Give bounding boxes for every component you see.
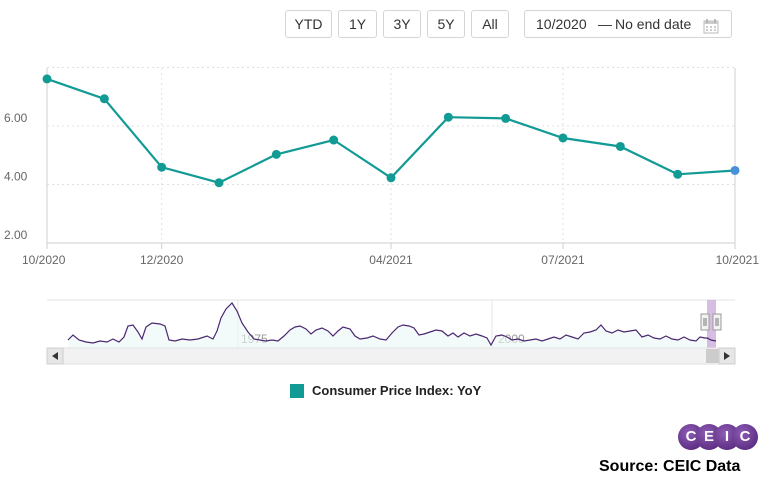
y-tick-label: 2.00 bbox=[4, 228, 28, 242]
range-all-button[interactable]: All bbox=[471, 10, 509, 38]
x-tick-label: 10/2020 bbox=[22, 253, 66, 267]
legend-label: Consumer Price Index: YoY bbox=[312, 383, 482, 398]
x-tick-label: 12/2020 bbox=[140, 253, 184, 267]
data-point-05-2021[interactable] bbox=[443, 112, 453, 122]
main-chart[interactable]: 2.00 4.00 6.00 10/2020 12/2020 04/2021 07/202… bbox=[0, 0, 765, 275]
data-point-03-2021[interactable] bbox=[329, 135, 339, 145]
scroll-right-icon[interactable] bbox=[718, 347, 736, 365]
navigator-history-line bbox=[67, 302, 709, 347]
y-tick-label: 6.00 bbox=[4, 111, 28, 125]
navigator-scrollbar-track[interactable] bbox=[46, 347, 736, 365]
navigator-handle-left[interactable] bbox=[700, 313, 710, 331]
logo-letter: C bbox=[732, 424, 758, 450]
range-3y-button[interactable]: 3Y bbox=[383, 10, 421, 38]
data-point-07-2021[interactable] bbox=[558, 133, 568, 143]
data-point-10-2020[interactable] bbox=[42, 74, 52, 84]
x-tick-layer: 10/2020 12/2020 04/2021 07/2021 10/2021 bbox=[22, 243, 759, 267]
date-range-picker[interactable]: 10/2020 — No end date bbox=[524, 10, 732, 38]
data-point-09-2021[interactable] bbox=[673, 169, 683, 179]
legend-swatch bbox=[290, 384, 304, 398]
navigator-selected-range[interactable] bbox=[707, 300, 716, 348]
x-tick-label: 04/2021 bbox=[369, 253, 413, 267]
x-tick-label: 10/2021 bbox=[716, 253, 760, 267]
navigator[interactable]: 1975 2000 bbox=[0, 296, 765, 366]
range-5y-button[interactable]: 5Y bbox=[427, 10, 465, 38]
calendar-icon[interactable] bbox=[703, 16, 719, 42]
navigator-history-area bbox=[68, 303, 709, 348]
range-ytd-button[interactable]: YTD bbox=[285, 10, 332, 38]
y-tick-layer: 2.00 4.00 6.00 bbox=[4, 111, 28, 242]
x-tick-label: 07/2021 bbox=[541, 253, 585, 267]
data-point-06-2021[interactable] bbox=[501, 113, 511, 123]
data-point-11-2020[interactable] bbox=[99, 94, 109, 104]
navigator-scrollbar-thumb[interactable] bbox=[706, 349, 719, 363]
grid-layer bbox=[47, 67, 735, 243]
scroll-left-icon[interactable] bbox=[46, 347, 64, 365]
data-point-12-2020[interactable] bbox=[157, 162, 167, 172]
points-layer bbox=[42, 74, 740, 188]
y-tick-label: 4.00 bbox=[4, 170, 28, 184]
data-point-02-2021[interactable] bbox=[271, 149, 281, 159]
date-to[interactable]: No end date bbox=[615, 16, 692, 32]
data-point-04-2021[interactable] bbox=[386, 173, 396, 183]
navigator-selected-line bbox=[706, 337, 717, 342]
data-point-01-2021[interactable] bbox=[214, 178, 224, 188]
data-point-10-2021[interactable] bbox=[730, 165, 740, 175]
date-separator: — bbox=[598, 16, 612, 32]
date-from[interactable]: 10/2020 bbox=[536, 16, 587, 32]
navigator-handle-right[interactable] bbox=[712, 313, 722, 331]
data-point-08-2021[interactable] bbox=[615, 141, 625, 151]
range-1y-button[interactable]: 1Y bbox=[338, 10, 377, 38]
source-note: Source: CEIC Data bbox=[599, 458, 741, 475]
